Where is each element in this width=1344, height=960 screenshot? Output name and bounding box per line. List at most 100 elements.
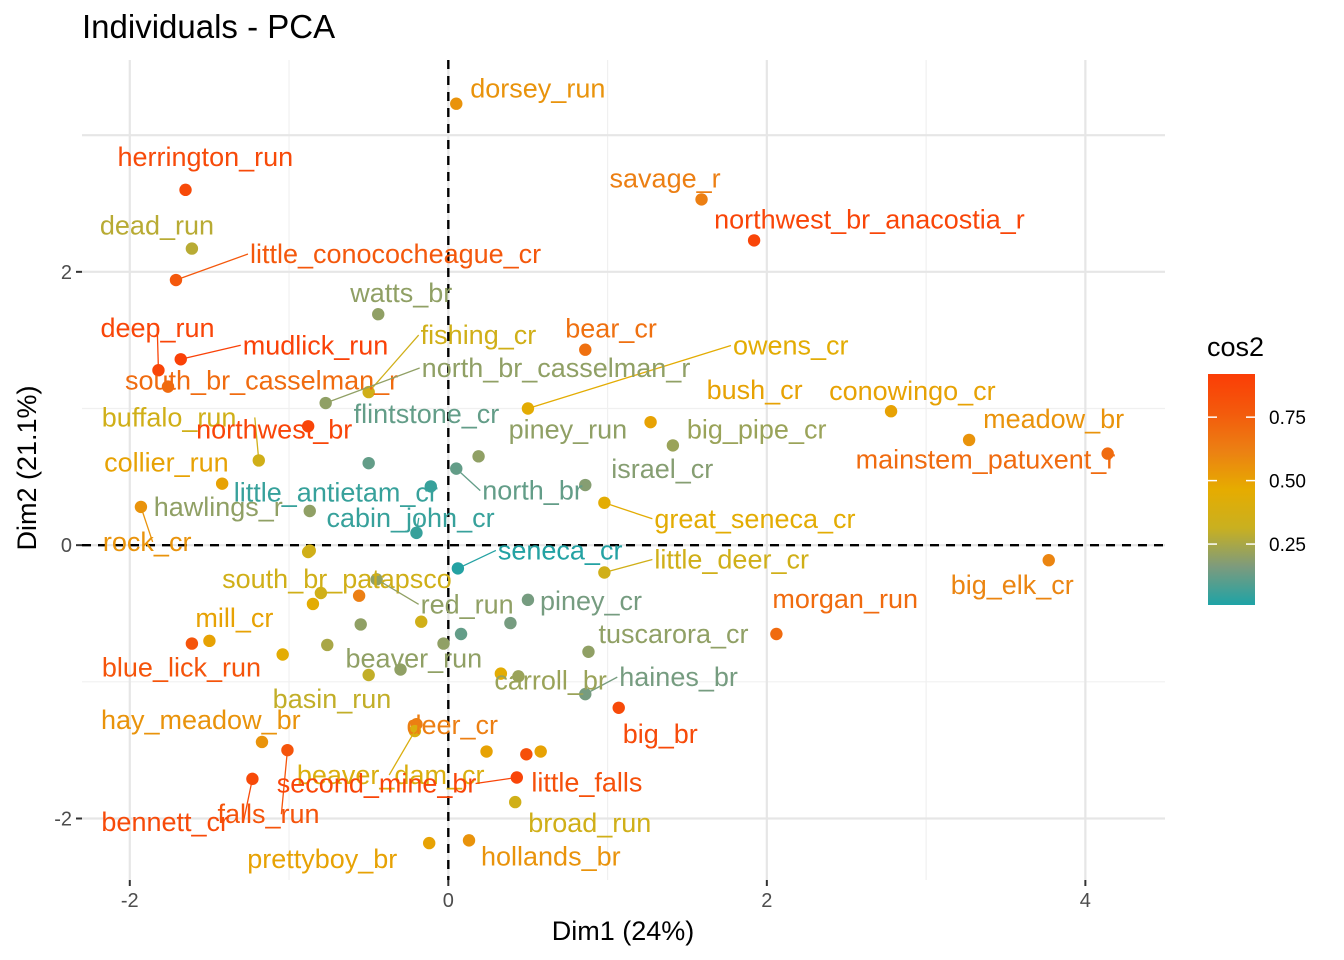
data-point [276,648,289,661]
data-point [372,308,385,321]
data-point [394,663,407,676]
data-point [450,97,463,110]
y-tick-label: -2 [54,809,72,831]
data-point [747,234,761,247]
point-label: bennett_cr [101,807,229,837]
point-label: deer_cr [406,710,498,740]
data-point [462,834,476,847]
y-tick-label: 0 [61,535,72,557]
label-connector [457,549,497,569]
point-label: hollands_br [481,841,621,871]
data-point [582,645,595,658]
x-tick-label: 2 [761,890,772,912]
data-point [504,616,517,630]
label-connector [156,328,160,371]
data-point [422,836,436,850]
y-axis-title: Dim2 (21.1%) [12,385,42,550]
point-label: watts_br [349,278,452,308]
label-connector [584,676,618,695]
label-connector [180,344,241,360]
point-label: northwest_br_anacostia_r [714,204,1025,234]
data-point [303,544,316,557]
point-label: carroll_br [494,665,607,695]
data-point [134,500,148,514]
data-point [454,627,468,641]
point-label: blue_lick_run [102,653,261,683]
legend-tick-label: 0.75 [1269,408,1306,429]
data-point [185,637,199,650]
label-connector [325,367,420,404]
point-label: owens_cr [733,331,849,361]
data-point [306,597,320,611]
point-label: savage_r [610,163,721,193]
legend: cos2 0.75 0.50 0.25 [1207,332,1306,605]
point-label: prettyboy_br [247,844,397,874]
point-label: buffalo_run [102,402,237,432]
point-label: dorsey_run [470,74,605,104]
point-label: deep_run [100,313,214,343]
point-label: seneca_cr [498,535,623,565]
data-point [512,670,525,683]
data-point [321,638,334,652]
label-connector [254,417,260,461]
data-point [255,735,269,749]
data-point [520,748,533,761]
label-connector [604,558,653,574]
label-connector [527,344,732,410]
x-tick-label: 4 [1080,890,1091,912]
data-point [203,634,216,648]
data-point [509,795,522,809]
data-point [215,477,229,490]
legend-title: cos2 [1207,332,1264,362]
point-label: piney_cr [540,586,642,616]
point-label: second_mine_br [277,769,477,799]
point-label: south_br_casselman_r [125,366,398,396]
point-label: little_antietam_cr [234,477,438,507]
data-point [415,615,428,628]
data-point [301,420,315,433]
legend-tick-label: 0.25 [1269,535,1306,556]
label-connector [604,502,653,520]
data-point [695,193,708,206]
label-connector [455,468,481,492]
point-label: falls_run [217,799,319,829]
point-label: hay_meadow_br [101,705,301,735]
label-connector [415,517,420,533]
point-label: meadow_br [983,404,1124,434]
point-label: haines_br [619,662,738,692]
data-point [1042,554,1055,567]
label-connector [242,778,254,822]
point-label: rock_cr [103,527,192,557]
data-point [179,183,192,197]
data-point [185,242,199,255]
point-label: beaver_run [346,644,483,674]
point-label: south_br_patapsco [222,564,452,594]
data-point [1101,447,1114,460]
point-label: conowingo_cr [829,376,996,406]
data-point [962,433,976,447]
point-label: broad_run [528,808,651,838]
data-point [472,450,485,463]
data-point [362,456,375,470]
point-label: north_br_casselman_r [422,353,691,383]
data-point [451,562,465,575]
point-label: israel_cr [611,454,713,484]
y-tick-label: 2 [61,262,72,284]
point-label: flintstone_cr [354,399,500,429]
point-label: beaver_dam_cr [297,760,485,790]
point-label: big_br [623,719,698,749]
point-label: collier_run [104,448,229,478]
label-connector [368,334,420,393]
point-label: herrington_run [118,142,294,172]
label-connector [475,776,517,785]
point-label: big_elk_cr [951,570,1074,600]
data-point [884,405,898,418]
point-label: mill_cr [195,603,273,633]
point-label: northwest_br [196,414,352,444]
data-point [437,637,450,650]
point-label: bear_cr [565,314,657,344]
data-point [303,504,316,518]
point-label: great_seneca_cr [654,504,855,534]
point-label: bush_cr [707,375,803,405]
